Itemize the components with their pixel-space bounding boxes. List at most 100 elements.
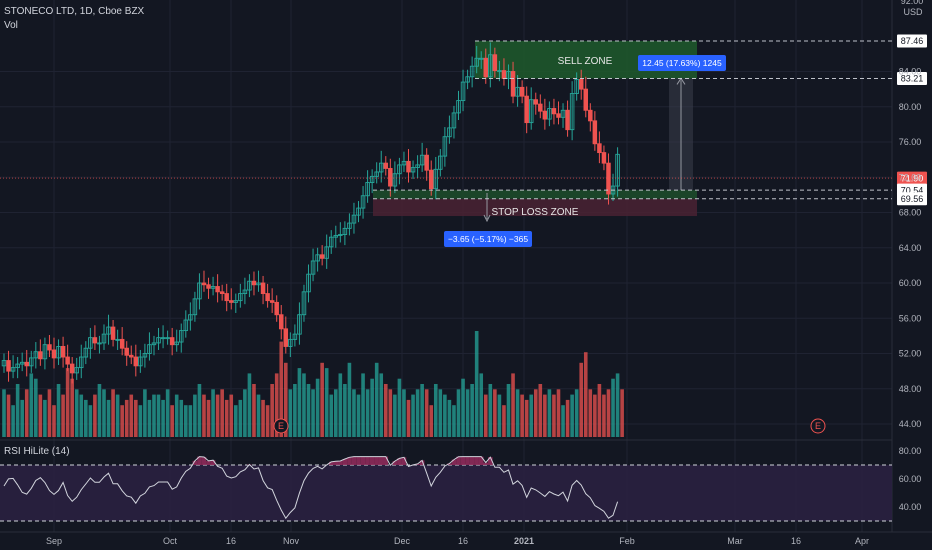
price-tick-label: 44.00	[899, 419, 922, 429]
candle	[310, 248, 316, 282]
volume-bar	[184, 405, 188, 437]
volume-bar	[15, 384, 20, 437]
candle	[538, 94, 543, 119]
candle	[351, 202, 357, 234]
candle	[92, 325, 98, 350]
volume-bar	[552, 394, 556, 437]
volume-bar	[543, 394, 547, 437]
volume-bar	[220, 389, 224, 437]
candle-body	[138, 356, 143, 367]
candle	[597, 131, 602, 164]
volume-bar	[452, 405, 456, 437]
volume-bar	[224, 399, 229, 437]
candle	[360, 186, 366, 219]
rsi-band	[0, 465, 892, 521]
volume-bar	[179, 399, 184, 437]
candle	[124, 341, 129, 366]
candle-body	[47, 344, 52, 351]
volume-bar	[456, 389, 461, 437]
candle-body	[224, 293, 229, 302]
volume-bar	[143, 389, 147, 437]
volume-bar	[170, 405, 174, 437]
candle	[215, 274, 220, 303]
candle	[356, 201, 361, 223]
price-tick-label: 80.00	[899, 102, 922, 112]
candle-body	[119, 338, 125, 349]
candle	[615, 147, 620, 197]
candle	[578, 69, 584, 100]
volume-bar	[74, 389, 79, 437]
candle	[369, 169, 375, 194]
candle-body	[401, 160, 407, 166]
price-tag-box	[897, 171, 927, 185]
candle-body	[79, 356, 84, 369]
candle	[47, 334, 52, 358]
volume-bar	[365, 389, 370, 437]
volume-bar	[229, 394, 234, 437]
volume-bar	[370, 378, 374, 437]
candle-body	[388, 167, 393, 187]
candle	[179, 323, 184, 353]
volume-bar	[56, 384, 61, 437]
stop-loss-zone-label: STOP LOSS ZONE	[492, 207, 579, 218]
earnings-marker-label: E	[815, 421, 821, 431]
volume-bar	[588, 389, 593, 437]
rsi-overbought-fill	[378, 456, 384, 465]
candle	[147, 332, 152, 361]
time-tick-label: Apr	[855, 536, 869, 546]
candle	[392, 161, 398, 194]
rsi-overbought-fill	[201, 457, 207, 465]
price-tag-box	[897, 34, 927, 48]
rsi-overbought-fill	[374, 456, 379, 465]
rsi-overbought-fill	[451, 459, 457, 465]
volume-bar	[256, 394, 261, 437]
candle-body	[533, 99, 539, 105]
candle-body	[460, 81, 466, 102]
volume-bar	[570, 394, 574, 437]
candle	[424, 148, 429, 181]
candle	[297, 302, 302, 345]
volume-bar	[420, 384, 424, 437]
candle	[383, 156, 389, 176]
candle	[406, 149, 411, 183]
candle	[510, 61, 516, 104]
candle-body	[192, 298, 198, 316]
volume-bar	[274, 373, 279, 437]
volume-bar	[102, 389, 106, 437]
candle-body	[519, 86, 525, 97]
long-measure-box	[638, 55, 726, 71]
rsi-overbought-fill	[369, 456, 375, 465]
time-tick-label: Nov	[283, 536, 300, 546]
volume-bar	[233, 405, 238, 437]
candle-body	[342, 227, 348, 235]
candle	[106, 314, 111, 345]
candle-body	[283, 328, 289, 347]
candle-body	[547, 108, 552, 120]
volume-bar	[247, 373, 252, 437]
candle	[460, 69, 466, 112]
volume-bar	[433, 384, 438, 437]
candle-body	[369, 175, 375, 183]
volume-bar	[120, 405, 124, 437]
candle-body	[438, 155, 443, 170]
rsi-overbought-fill	[456, 456, 461, 465]
candle	[156, 327, 161, 350]
candle-body	[228, 300, 234, 303]
short-measure-arrowhead	[483, 214, 491, 223]
candle-body	[483, 57, 489, 78]
volume-bar	[206, 399, 211, 437]
rsi-overbought-fill	[356, 456, 361, 465]
candle-body	[310, 260, 316, 275]
candle-body	[88, 337, 93, 349]
candle-body	[29, 357, 34, 367]
volume-bar	[156, 394, 161, 437]
candle-body	[15, 363, 20, 369]
volume-bar	[538, 384, 543, 437]
candle-body	[242, 289, 248, 295]
volume-bar	[47, 389, 52, 437]
candle	[306, 264, 311, 303]
candle	[119, 327, 125, 356]
volume-bar	[461, 378, 465, 437]
candle-body	[560, 109, 566, 118]
